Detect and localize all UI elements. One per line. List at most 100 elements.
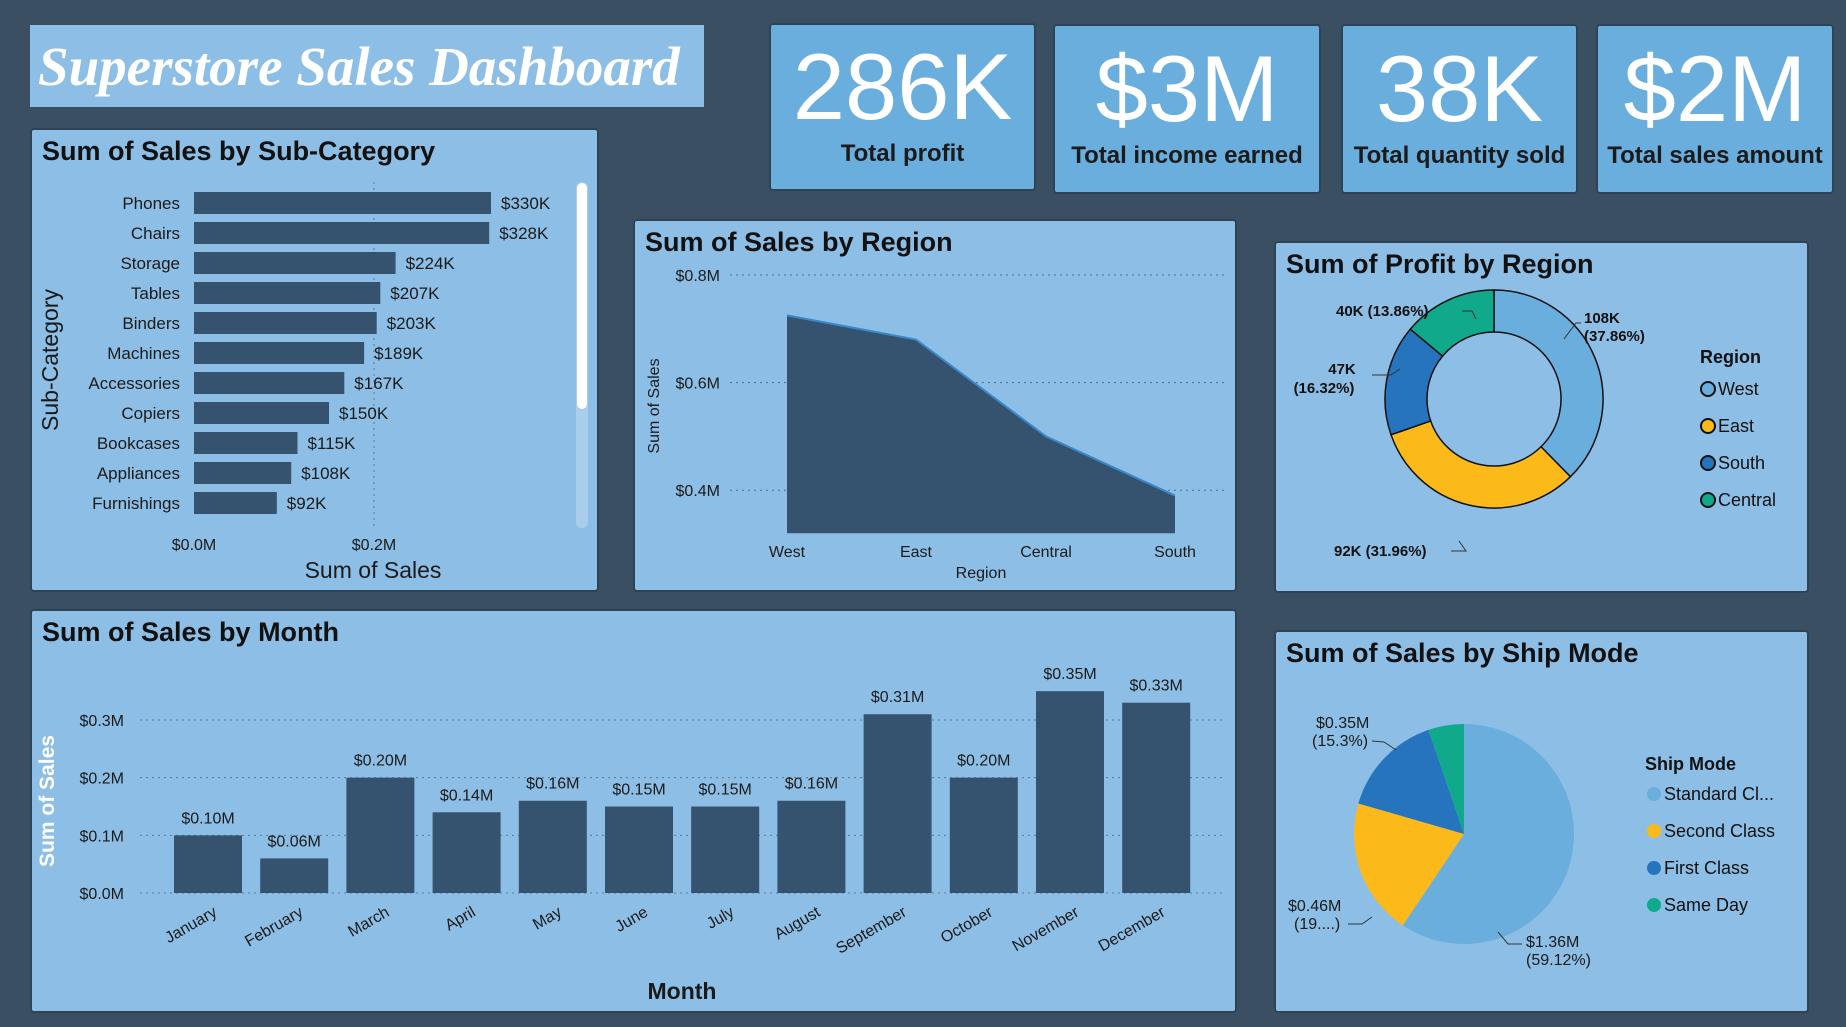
bar bbox=[777, 800, 846, 893]
bar bbox=[346, 777, 415, 893]
region-area-chart-panel[interactable]: Sum of Sales by Region $0.8M $0.6M $0.4M We… bbox=[633, 219, 1237, 592]
bar bbox=[691, 806, 760, 893]
bar bbox=[174, 835, 242, 893]
data-label: $0.15M bbox=[699, 782, 752, 799]
bar bbox=[432, 812, 501, 893]
data-label: $108K bbox=[301, 464, 351, 483]
legend-marker bbox=[1700, 455, 1716, 471]
donut-slice bbox=[1493, 289, 1604, 478]
x-tick-label: June bbox=[612, 904, 651, 936]
pie-slice bbox=[1402, 724, 1574, 944]
panel-title: Sum of Sales by Month bbox=[42, 617, 340, 647]
x-tick-label: $0.2M bbox=[352, 537, 396, 554]
shipmode-pie-chart: $1.36M(59.12%) $0.46M(19....) $0.35M(15.3%… bbox=[1288, 715, 1775, 969]
kpi-value: 286K bbox=[792, 34, 1013, 139]
kpi-value: $2M bbox=[1623, 36, 1807, 141]
kpi-value: $3M bbox=[1095, 36, 1279, 141]
pie-slice bbox=[1428, 724, 1464, 834]
category-label: Furnishings bbox=[92, 494, 180, 513]
category-label: Copiers bbox=[121, 404, 180, 423]
bar bbox=[194, 462, 292, 484]
donut-slice bbox=[1390, 420, 1572, 509]
slice-label: $0.46M bbox=[1288, 898, 1341, 915]
x-tick-label: January bbox=[162, 904, 220, 947]
kpi-card-total-quantity[interactable]: 38K Total quantity sold bbox=[1341, 24, 1578, 194]
x-tick-label: July bbox=[704, 904, 737, 933]
legend-marker bbox=[1700, 492, 1716, 508]
y-axis-title: Sub-Category bbox=[37, 289, 63, 431]
legend-marker bbox=[1647, 898, 1661, 912]
category-label: Accessories bbox=[88, 374, 180, 393]
x-axis-title: Region bbox=[956, 565, 1007, 582]
legend-label: West bbox=[1718, 379, 1759, 399]
slice-label: (16.32%) bbox=[1294, 380, 1355, 397]
data-label: $328K bbox=[499, 224, 549, 243]
bar bbox=[194, 402, 329, 424]
data-label: $0.16M bbox=[526, 776, 579, 793]
bar bbox=[194, 192, 491, 214]
data-label: $0.10M bbox=[181, 810, 234, 827]
bar bbox=[1122, 702, 1191, 893]
panel-title: Sum of Profit by Region bbox=[1286, 249, 1594, 279]
month-bar-chart: $0.3M $0.2M $0.1M $0.0M $0.10M January $0.06M F… bbox=[36, 666, 1224, 1004]
slice-label: (59.12%) bbox=[1526, 952, 1591, 969]
data-label: $0.31M bbox=[871, 689, 924, 706]
bar bbox=[863, 714, 932, 893]
y-tick-label: $0.6M bbox=[676, 376, 720, 393]
x-tick-label: December bbox=[1096, 903, 1169, 955]
bar bbox=[260, 858, 329, 893]
kpi-card-total-income[interactable]: $3M Total income earned bbox=[1053, 24, 1321, 194]
x-tick-label: August bbox=[772, 903, 824, 943]
pie-slice bbox=[1358, 729, 1464, 834]
bar bbox=[194, 282, 381, 304]
data-label: $0.20M bbox=[354, 753, 407, 770]
legend-marker bbox=[1647, 861, 1661, 875]
panel-title: Sum of Sales by Sub-Category bbox=[42, 136, 436, 166]
month-bar-chart-panel[interactable]: Sum of Sales by Month $0.3M $0.2M $0.1M $0.… bbox=[30, 609, 1237, 1013]
panel-title: Sum of Sales by Region bbox=[645, 227, 953, 257]
slice-label: $0.35M bbox=[1316, 715, 1369, 732]
area-line bbox=[786, 314, 1176, 497]
y-axis-title: Sum of Sales bbox=[36, 735, 59, 867]
bar bbox=[194, 342, 365, 364]
legend-label: Central bbox=[1718, 490, 1776, 510]
y-tick-label: $0.2M bbox=[80, 771, 124, 788]
data-label: $0.14M bbox=[440, 787, 493, 804]
legend-marker bbox=[1700, 418, 1716, 434]
slice-label: (15.3%) bbox=[1312, 733, 1368, 750]
x-tick-label: February bbox=[242, 904, 306, 951]
kpi-card-total-profit[interactable]: 286K Total profit bbox=[769, 23, 1036, 191]
category-label: Binders bbox=[122, 314, 180, 333]
slice-label: (19....) bbox=[1294, 916, 1340, 933]
y-tick-label: $0.3M bbox=[80, 713, 124, 730]
y-tick-label: $0.4M bbox=[676, 483, 720, 500]
legend-marker bbox=[1700, 381, 1716, 397]
bar bbox=[1036, 691, 1104, 893]
data-label: $0.20M bbox=[957, 753, 1010, 770]
kpi-card-total-sales[interactable]: $2M Total sales amount bbox=[1596, 24, 1834, 194]
subcategory-bar-chart: Phones $330K Chairs $328K Storage $224K Tables… bbox=[37, 182, 588, 583]
leader-line bbox=[1563, 322, 1581, 340]
profit-region-donut-panel[interactable]: Sum of Profit by Region 108K (37.86%) 92K … bbox=[1274, 241, 1809, 593]
shipmode-pie-panel[interactable]: Sum of Sales by Ship Mode $1.36M (59.12%)… bbox=[1274, 630, 1809, 1013]
bar bbox=[194, 432, 298, 454]
leader-line bbox=[1462, 310, 1477, 320]
leader-line bbox=[1372, 368, 1401, 376]
dashboard-title: Superstore Sales Dashboard bbox=[38, 35, 680, 97]
bar bbox=[194, 252, 396, 274]
data-label: $0.15M bbox=[612, 782, 665, 799]
bar bbox=[194, 222, 490, 244]
legend-marker bbox=[1647, 824, 1661, 838]
category-label: Storage bbox=[120, 254, 180, 273]
legend-title: Ship Mode bbox=[1645, 754, 1736, 774]
data-label: $224K bbox=[406, 254, 456, 273]
category-label: Chairs bbox=[131, 224, 180, 243]
scrollbar-thumb bbox=[577, 183, 587, 409]
pie-slice bbox=[1354, 803, 1464, 926]
data-label: $207K bbox=[390, 284, 440, 303]
subcategory-chart-panel[interactable]: Sum of Sales by Sub-Category Phones $330K… bbox=[30, 128, 599, 592]
bar bbox=[518, 800, 587, 893]
data-label: $167K bbox=[354, 374, 404, 393]
slice-label: $1.36M bbox=[1526, 934, 1579, 951]
category-label: Phones bbox=[122, 194, 180, 213]
